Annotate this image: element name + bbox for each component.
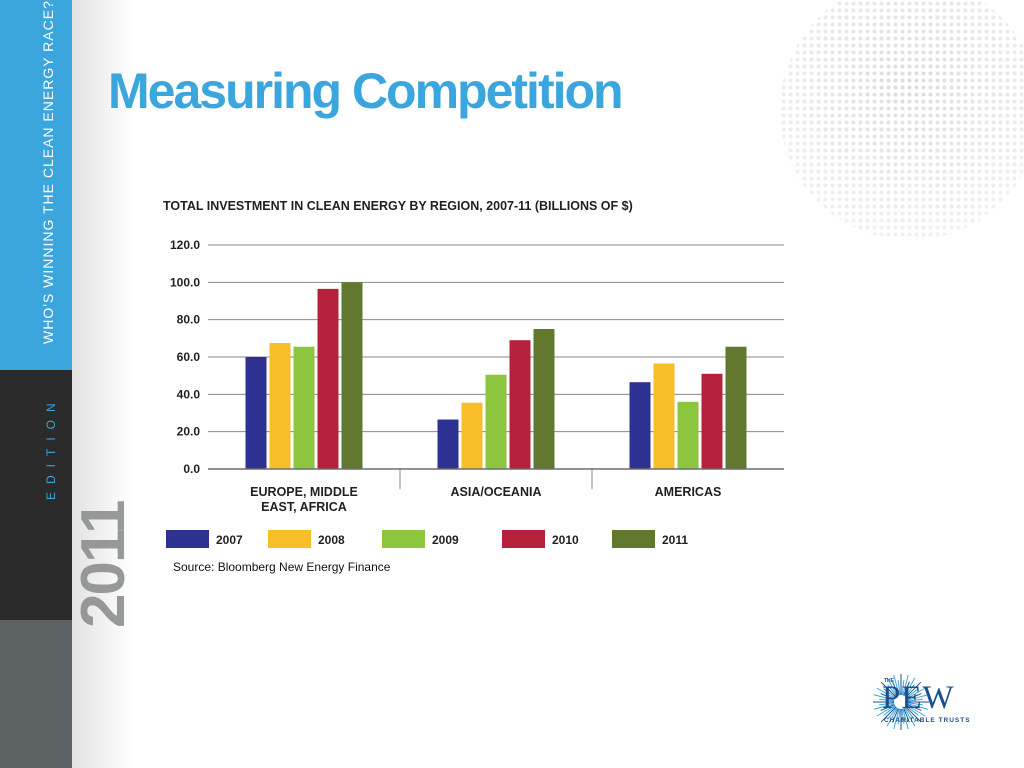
sunburst-ray [907,698,923,702]
legend-swatch [502,530,545,548]
sunburst-ray [907,704,922,711]
legend-label: 2009 [432,533,459,547]
bar [629,382,651,469]
sunburst-ray [904,707,915,720]
y-tick-label: 40.0 [177,387,201,401]
sunburst-ray [876,687,896,699]
sunburst-ray [904,677,916,697]
y-tick-label: 60.0 [177,350,201,364]
sunburst-ray [902,674,909,696]
sunburst-ray [879,698,895,702]
bar [269,343,291,469]
source-note: Source: Bloomberg New Energy Finance [173,560,391,574]
chart-title: TOTAL INVESTMENT IN CLEAN ENERGY BY REGI… [163,199,633,213]
sunburst-ray [893,674,900,696]
sunburst-ray [906,705,926,717]
x-category-label: AMERICAS [655,485,722,499]
sunburst-ray [907,694,929,701]
pew-logo-sunburst-icon [873,674,929,730]
page-title: Measuring Competition [108,63,624,119]
legend-swatch [166,530,209,548]
sidebar-band-bottom [0,370,72,768]
sunburst-ray [903,681,910,696]
legend-label: 2011 [662,533,688,547]
sunburst-ray [893,708,900,730]
sunburst-ray [886,677,898,697]
x-category-label: EUROPE, MIDDLE [250,485,358,499]
bar [725,346,747,469]
sunburst-ray [879,702,895,706]
sunburst-center [895,696,907,708]
bar [653,363,675,469]
sunburst-ray [883,688,896,699]
sunburst-ray [880,681,897,698]
sunburst-ray [904,684,915,697]
sunburst-ray [907,702,923,706]
y-tick-label: 120.0 [170,238,200,252]
sunburst-ray [892,708,899,723]
sunburst-ray [897,708,901,724]
bar [701,373,723,469]
sunburst-ray [907,703,929,710]
sidebar-edition: EDITION [44,395,58,500]
sidebar-tagline: WHO'S WINNING THE CLEAN ENERGY RACE? [40,0,56,344]
sunburst-ray [904,707,916,727]
sunburst-ray [897,680,901,696]
sidebar-band-top [0,0,72,370]
legend-swatch [612,530,655,548]
bar [317,288,339,469]
sunburst-ray [880,693,895,700]
legend-label: 2010 [552,533,579,547]
sunburst-ray [883,705,896,716]
legend-swatch [268,530,311,548]
bar [293,346,315,469]
sunburst-ray [880,704,895,711]
sunburst-ray [905,681,922,698]
logo-the: THE [884,678,894,684]
sunburst-ray [902,708,909,730]
legend-swatch [382,530,425,548]
sunburst-ray [903,708,910,723]
legend-label: 2008 [318,533,345,547]
sunburst-ray [907,693,922,700]
sidebar-year: 2011 [69,501,138,628]
bar [461,402,483,469]
sunburst-ray [873,703,895,710]
sunburst-ray [887,707,898,720]
logo-subtitle: CHARITABLE TRUSTS [884,717,971,724]
sunburst-ray [901,680,905,696]
bar [509,340,531,469]
sunburst-ray [876,705,896,717]
bar [485,374,507,469]
bar [437,419,459,469]
x-category-label: EAST, AFRICA [261,500,347,514]
sunburst-ray [873,694,895,701]
legend-label: 2007 [216,533,243,547]
bar [677,401,699,469]
sunburst-ray [886,707,898,727]
sunburst-ray [880,706,897,723]
bar [245,357,267,469]
y-tick-label: 20.0 [177,425,201,439]
bar [341,282,363,469]
y-tick-label: 0.0 [183,462,200,476]
bar [533,329,555,469]
sunburst-ray [901,708,905,724]
y-tick-label: 100.0 [170,275,200,289]
sunburst-ray [906,687,926,699]
sunburst-ray [906,688,919,699]
y-tick-label: 80.0 [177,313,201,327]
logo-name: PEW [882,680,955,716]
bar-chart: 0.0 20.0 40.0 60.0 80.0 100.0 120.0 EUROPE, MID… [166,238,784,548]
sunburst-ray [892,681,899,696]
sidebar-shadow [72,0,132,768]
sunburst-ray [887,684,898,697]
sunburst-ray [905,706,922,723]
globe-icon [780,0,1024,240]
sunburst-ray [906,705,919,716]
x-category-label: ASIA/OCEANIA [451,485,542,499]
